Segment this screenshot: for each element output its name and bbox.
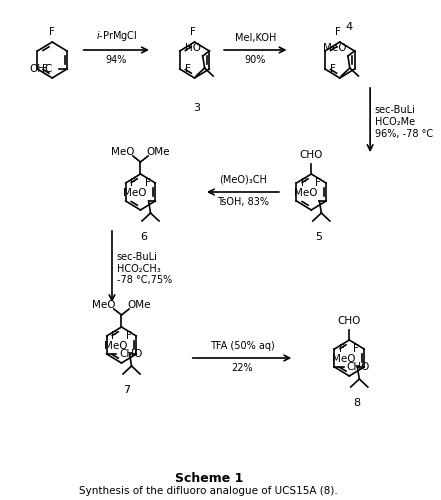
Text: CHO: CHO — [337, 316, 361, 326]
Text: (MeO)₃CH: (MeO)₃CH — [219, 175, 267, 185]
Text: 6: 6 — [140, 232, 147, 242]
Text: MeO: MeO — [322, 43, 346, 53]
Text: OMe: OMe — [146, 147, 170, 157]
Text: MeI,KOH: MeI,KOH — [235, 33, 276, 43]
Text: sec-BuLi: sec-BuLi — [117, 252, 157, 262]
Text: 22%: 22% — [231, 363, 253, 373]
Text: F: F — [190, 27, 196, 37]
Text: MeO: MeO — [104, 341, 128, 351]
Text: F: F — [353, 344, 359, 354]
Text: 96%, -78 °C: 96%, -78 °C — [375, 129, 433, 139]
Text: F: F — [339, 344, 345, 354]
Text: 3: 3 — [193, 103, 200, 113]
Text: CHO: CHO — [299, 150, 323, 160]
Text: MeO: MeO — [123, 188, 147, 198]
Text: F: F — [301, 178, 307, 188]
Text: $i$-PrMgCl: $i$-PrMgCl — [96, 29, 137, 43]
Text: F: F — [112, 331, 117, 341]
Text: 5: 5 — [315, 232, 322, 242]
Text: F: F — [145, 178, 150, 188]
Text: HO: HO — [185, 43, 201, 53]
Text: F: F — [335, 27, 341, 37]
Text: Scheme 1: Scheme 1 — [175, 472, 243, 484]
Text: 94%: 94% — [105, 55, 127, 65]
Text: 7: 7 — [123, 385, 130, 395]
Text: HCO₂CH₃: HCO₂CH₃ — [117, 264, 161, 274]
Text: MeO: MeO — [92, 300, 116, 310]
Text: 90%: 90% — [245, 55, 266, 65]
Text: 4: 4 — [346, 22, 353, 32]
Text: MeO: MeO — [294, 188, 318, 198]
Text: CHO: CHO — [119, 349, 142, 359]
Text: Synthesis of the difluoro analogue of UCS15A (8).: Synthesis of the difluoro analogue of UC… — [79, 486, 338, 496]
Text: CHO: CHO — [347, 362, 370, 372]
Text: MeO: MeO — [111, 147, 135, 157]
Text: F: F — [42, 64, 48, 74]
Text: -78 °C,75%: -78 °C,75% — [117, 276, 172, 285]
Text: HCO₂Me: HCO₂Me — [375, 117, 415, 127]
Text: TFA (50% aq): TFA (50% aq) — [209, 341, 274, 351]
Text: MeO: MeO — [332, 354, 355, 364]
Text: F: F — [330, 64, 336, 74]
Text: F: F — [184, 64, 191, 74]
Text: sec-BuLi: sec-BuLi — [375, 105, 416, 115]
Text: 8: 8 — [353, 398, 360, 408]
Text: F: F — [131, 178, 136, 188]
Text: F: F — [315, 178, 321, 188]
Text: TsOH, 83%: TsOH, 83% — [217, 197, 269, 207]
Text: OHC: OHC — [30, 64, 53, 74]
Text: F: F — [126, 331, 131, 341]
Text: F: F — [49, 27, 55, 37]
Text: OMe: OMe — [127, 300, 151, 310]
